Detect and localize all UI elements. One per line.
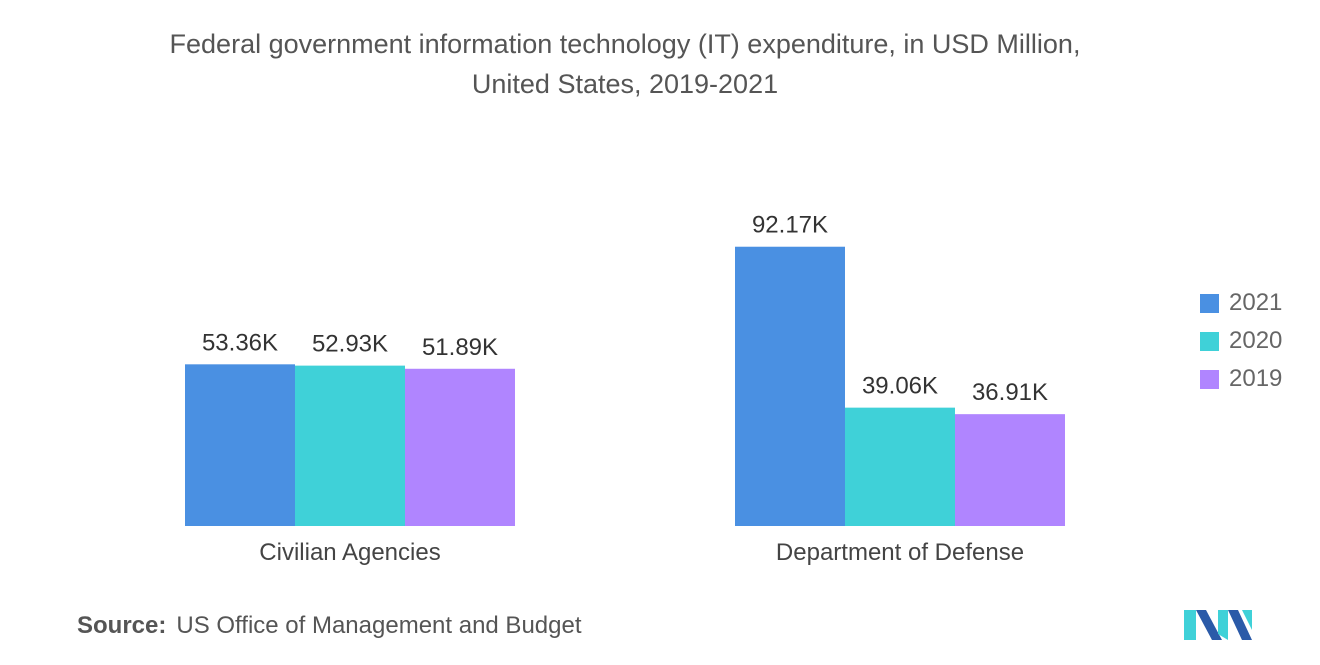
data-label-2021-1: 92.17K: [752, 212, 828, 239]
source-note: Source: US Office of Management and Budge…: [77, 612, 582, 640]
legend-item-2020: 2020: [1200, 322, 1282, 360]
chart-title-line-1: Federal government information technolog…: [169, 29, 1081, 59]
bar-2020-1: [845, 407, 955, 526]
logo-right-diagonal: [1228, 610, 1252, 640]
legend-swatch-2019: [1200, 369, 1219, 389]
category-label-1: Department of Defense: [776, 539, 1024, 566]
data-label-2020-1: 39.06K: [862, 373, 938, 400]
legend-label-2019: 2019: [1229, 365, 1283, 392]
bar-2021-1: [735, 246, 845, 526]
bar-2021-0: [185, 364, 295, 526]
bar-2020-0: [295, 365, 405, 526]
legend-label-2020: 2020: [1229, 327, 1283, 354]
source-text: US Office of Management and Budget: [176, 612, 582, 639]
source-label: Source:: [77, 612, 167, 639]
data-label-2020-0: 52.93K: [312, 331, 388, 358]
legend-swatch-2020: [1200, 331, 1219, 351]
legend-item-2019: 2019: [1200, 360, 1282, 398]
mordor-intelligence-logo-icon: [1184, 610, 1252, 640]
bar-2019-1: [955, 414, 1065, 526]
data-label-2019-0: 51.89K: [422, 334, 498, 361]
logo-right-leg: [1242, 610, 1252, 630]
logo-left-leg: [1184, 610, 1196, 640]
legend-item-2021: 2021: [1200, 284, 1282, 322]
data-label-2019-1: 36.91K: [972, 379, 1048, 406]
legend: 2021 2020 2019: [1200, 284, 1282, 398]
category-label-0: Civilian Agencies: [259, 539, 440, 566]
legend-swatch-2021: [1200, 293, 1219, 313]
logo-left-diagonal: [1196, 610, 1222, 640]
data-label-2021-0: 53.36K: [202, 329, 278, 356]
chart-title-line-2: United States, 2019-2021: [471, 69, 779, 99]
chart-title: Federal government information technolog…: [0, 24, 1250, 104]
logo-middle-leg: [1218, 610, 1228, 640]
bar-2019-0: [405, 368, 515, 526]
legend-label-2021: 2021: [1229, 289, 1283, 316]
